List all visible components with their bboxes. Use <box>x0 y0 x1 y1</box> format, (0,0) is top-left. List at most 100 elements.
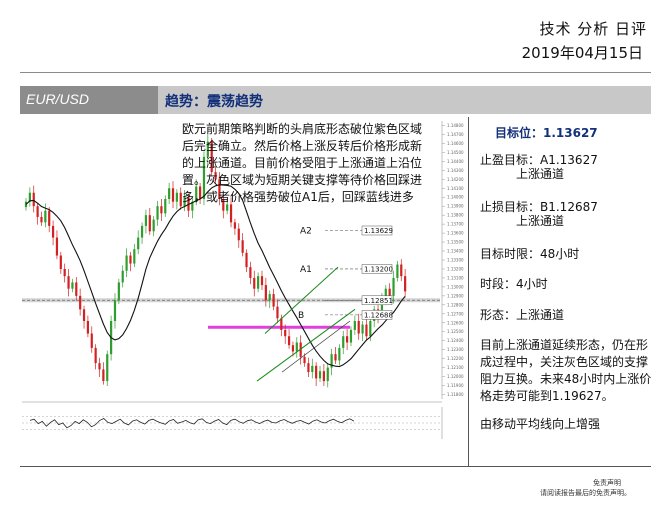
price-level-box <box>361 225 393 236</box>
candle-body <box>253 277 256 289</box>
wave-label-b: B <box>298 311 304 321</box>
price-tick-label: 1.12000 <box>447 374 464 379</box>
candle-body <box>32 192 35 207</box>
candle-body <box>346 336 349 343</box>
stop-loss-channel: 上涨通道 <box>516 214 565 228</box>
price-tick-label: 1.14300 <box>447 168 464 173</box>
report-date: 2019年04月15日 <box>521 44 643 62</box>
candle-body <box>144 215 148 226</box>
candle-body <box>24 201 28 208</box>
wave-label-a2: A2 <box>300 226 312 236</box>
stop-loss-target: 止损目标：B1.12687 <box>480 200 598 214</box>
candle-body <box>202 156 206 200</box>
price-tick-label: 1.13700 <box>447 222 464 227</box>
candle-body <box>326 367 329 382</box>
price-level-value: 1.13200 <box>364 265 393 273</box>
candle-body <box>63 268 66 277</box>
price-tick-label: 1.12400 <box>447 338 464 343</box>
channel-upper-line <box>264 266 339 334</box>
symbol-box: EUR/USD <box>20 86 158 114</box>
purple-neckline-zone <box>208 325 350 329</box>
candle-body <box>226 204 229 211</box>
price-tick-label: 1.12300 <box>447 347 464 352</box>
candle-body <box>113 300 117 321</box>
candle-body <box>206 141 209 157</box>
target-label: 目标位：1.13627 <box>495 126 598 140</box>
candle-body <box>284 329 287 337</box>
candle-body <box>75 282 78 296</box>
candle-body <box>51 225 55 238</box>
disclaimer-text: 请阅读报告最后的免责声明。 <box>540 489 631 497</box>
candle-body <box>311 365 314 373</box>
price-tick-label: 1.13600 <box>447 231 464 236</box>
candle-body <box>55 237 59 256</box>
candle-body <box>191 201 194 211</box>
candle-body <box>164 199 167 214</box>
candle-body <box>291 345 295 352</box>
candle-body <box>318 371 322 379</box>
time-frame: 时段：4小时 <box>480 277 548 291</box>
price-tick-label: 1.12500 <box>447 329 464 334</box>
price-tick-label: 1.12600 <box>447 320 464 325</box>
candle-body <box>218 179 221 200</box>
candle-body <box>59 255 62 269</box>
candle-body <box>195 186 198 202</box>
analysis-text: 欧元前期策略判断的头肩底形态破位紫色区域后完全确立。然后价格上涨反转后价格形成新… <box>182 122 423 204</box>
candle-body <box>121 270 124 283</box>
candle-body <box>365 324 368 337</box>
candle-body <box>183 197 186 207</box>
price-tick-label: 1.13200 <box>447 266 464 271</box>
price-tick-label: 1.12700 <box>447 311 464 316</box>
candle-body <box>315 365 318 379</box>
candle-body <box>171 188 175 202</box>
candle-body <box>222 199 225 211</box>
price-tick-label: 1.13800 <box>447 213 464 218</box>
price-level-box <box>361 295 393 306</box>
candle-body <box>148 215 151 232</box>
candle-body <box>140 225 144 238</box>
candle-body <box>384 288 387 301</box>
candle-body <box>168 188 171 200</box>
candle-body <box>330 354 333 368</box>
candle-body <box>94 347 97 364</box>
moving-average-line <box>25 184 406 368</box>
candle-body <box>160 206 163 214</box>
candle-body <box>307 363 310 373</box>
candle-body <box>388 288 391 296</box>
price-tick-label: 1.14700 <box>447 132 464 137</box>
price-level-value: 1.12851 <box>364 297 393 305</box>
candle-body <box>98 363 101 370</box>
price-tick-label: 1.13100 <box>447 275 464 280</box>
candle-body <box>102 369 105 382</box>
candle-body <box>125 255 128 271</box>
panel-divider <box>468 117 469 466</box>
candle-body <box>272 294 275 307</box>
price-level-box <box>361 310 393 320</box>
candle-body <box>40 216 43 223</box>
price-tick-label: 1.14200 <box>447 177 464 182</box>
price-tick-label: 1.12100 <box>447 365 464 370</box>
disclaimer-title: 免责声明 <box>593 479 621 487</box>
take-profit-channel: 上涨通道 <box>516 167 565 181</box>
pattern-label: 形态：上涨通道 <box>480 308 565 322</box>
candle-body <box>338 347 341 361</box>
candle-body <box>287 336 291 346</box>
price-tick-label: 1.14800 <box>447 123 464 128</box>
price-tick-label: 1.14100 <box>447 186 464 191</box>
candle-body <box>133 249 136 264</box>
top-divider <box>20 72 651 73</box>
candle-body <box>392 277 395 296</box>
price-level-value: 1.13629 <box>364 227 393 235</box>
candle-body <box>67 276 70 289</box>
candle-body <box>44 210 47 223</box>
candle-body <box>322 371 325 382</box>
candle-body <box>36 206 39 217</box>
price-tick-label: 1.12800 <box>447 302 464 307</box>
price-tick-label: 1.13500 <box>447 240 464 245</box>
candle-body <box>156 206 159 220</box>
candle-body <box>334 354 337 361</box>
candle-body <box>396 264 399 278</box>
header-bar: EUR/USD 趋势：震荡趋势 <box>20 86 651 114</box>
price-tick-label: 1.13900 <box>447 204 464 209</box>
candle-body <box>249 267 252 278</box>
